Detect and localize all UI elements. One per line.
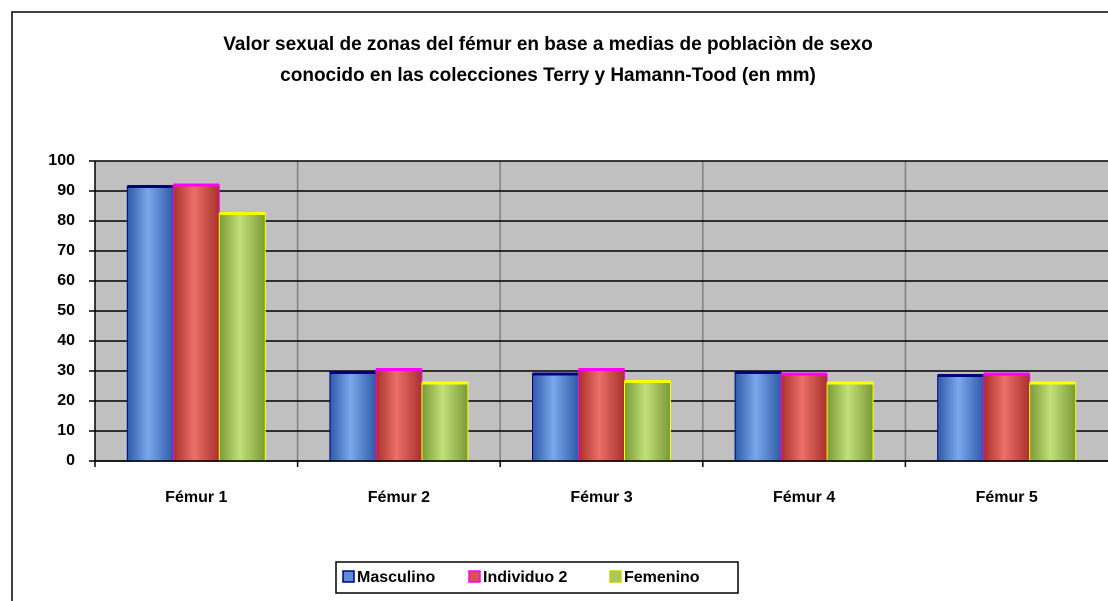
x-tick-label: Fémur 1 xyxy=(165,489,227,506)
y-tick-label: 0 xyxy=(66,452,75,469)
legend-label: Masculino xyxy=(357,569,435,586)
bar xyxy=(218,213,266,462)
bar xyxy=(624,381,671,462)
y-tick-label: 90 xyxy=(57,182,75,199)
chart-title: Valor sexual de zonas del fémur en base … xyxy=(223,34,872,55)
y-tick-label: 70 xyxy=(57,242,75,259)
x-tick-label: Fémur 5 xyxy=(976,489,1038,506)
bar xyxy=(826,382,874,462)
y-tick-label: 20 xyxy=(57,392,75,409)
bar xyxy=(375,369,423,462)
x-tick-label: Fémur 2 xyxy=(368,489,430,506)
legend-label: Femenino xyxy=(624,569,700,586)
legend-swatch xyxy=(342,570,355,583)
bar xyxy=(126,186,174,462)
bar xyxy=(734,372,782,462)
legend-box xyxy=(335,561,739,594)
y-tick-label: 40 xyxy=(57,332,75,349)
legend-swatch xyxy=(468,570,481,583)
legend-swatch xyxy=(609,570,622,583)
bar xyxy=(421,382,469,462)
bar xyxy=(329,372,377,462)
y-tick-label: 60 xyxy=(57,272,75,289)
x-tick-label: Fémur 4 xyxy=(773,489,835,506)
bar xyxy=(780,373,828,462)
bar xyxy=(1029,382,1077,462)
y-tick-label: 100 xyxy=(48,152,75,169)
y-tick-label: 30 xyxy=(57,362,75,379)
legend-label: Individuo 2 xyxy=(483,569,568,586)
x-tick-label: Fémur 3 xyxy=(570,489,632,506)
bar xyxy=(532,373,579,462)
bar xyxy=(937,375,985,462)
bar xyxy=(983,373,1031,462)
bar xyxy=(578,369,625,462)
chart-title: conocido en las colecciones Terry y Hama… xyxy=(280,65,816,86)
y-tick-label: 50 xyxy=(57,302,75,319)
bar xyxy=(172,184,220,462)
y-tick-label: 80 xyxy=(57,212,75,229)
y-tick-label: 10 xyxy=(57,422,75,439)
